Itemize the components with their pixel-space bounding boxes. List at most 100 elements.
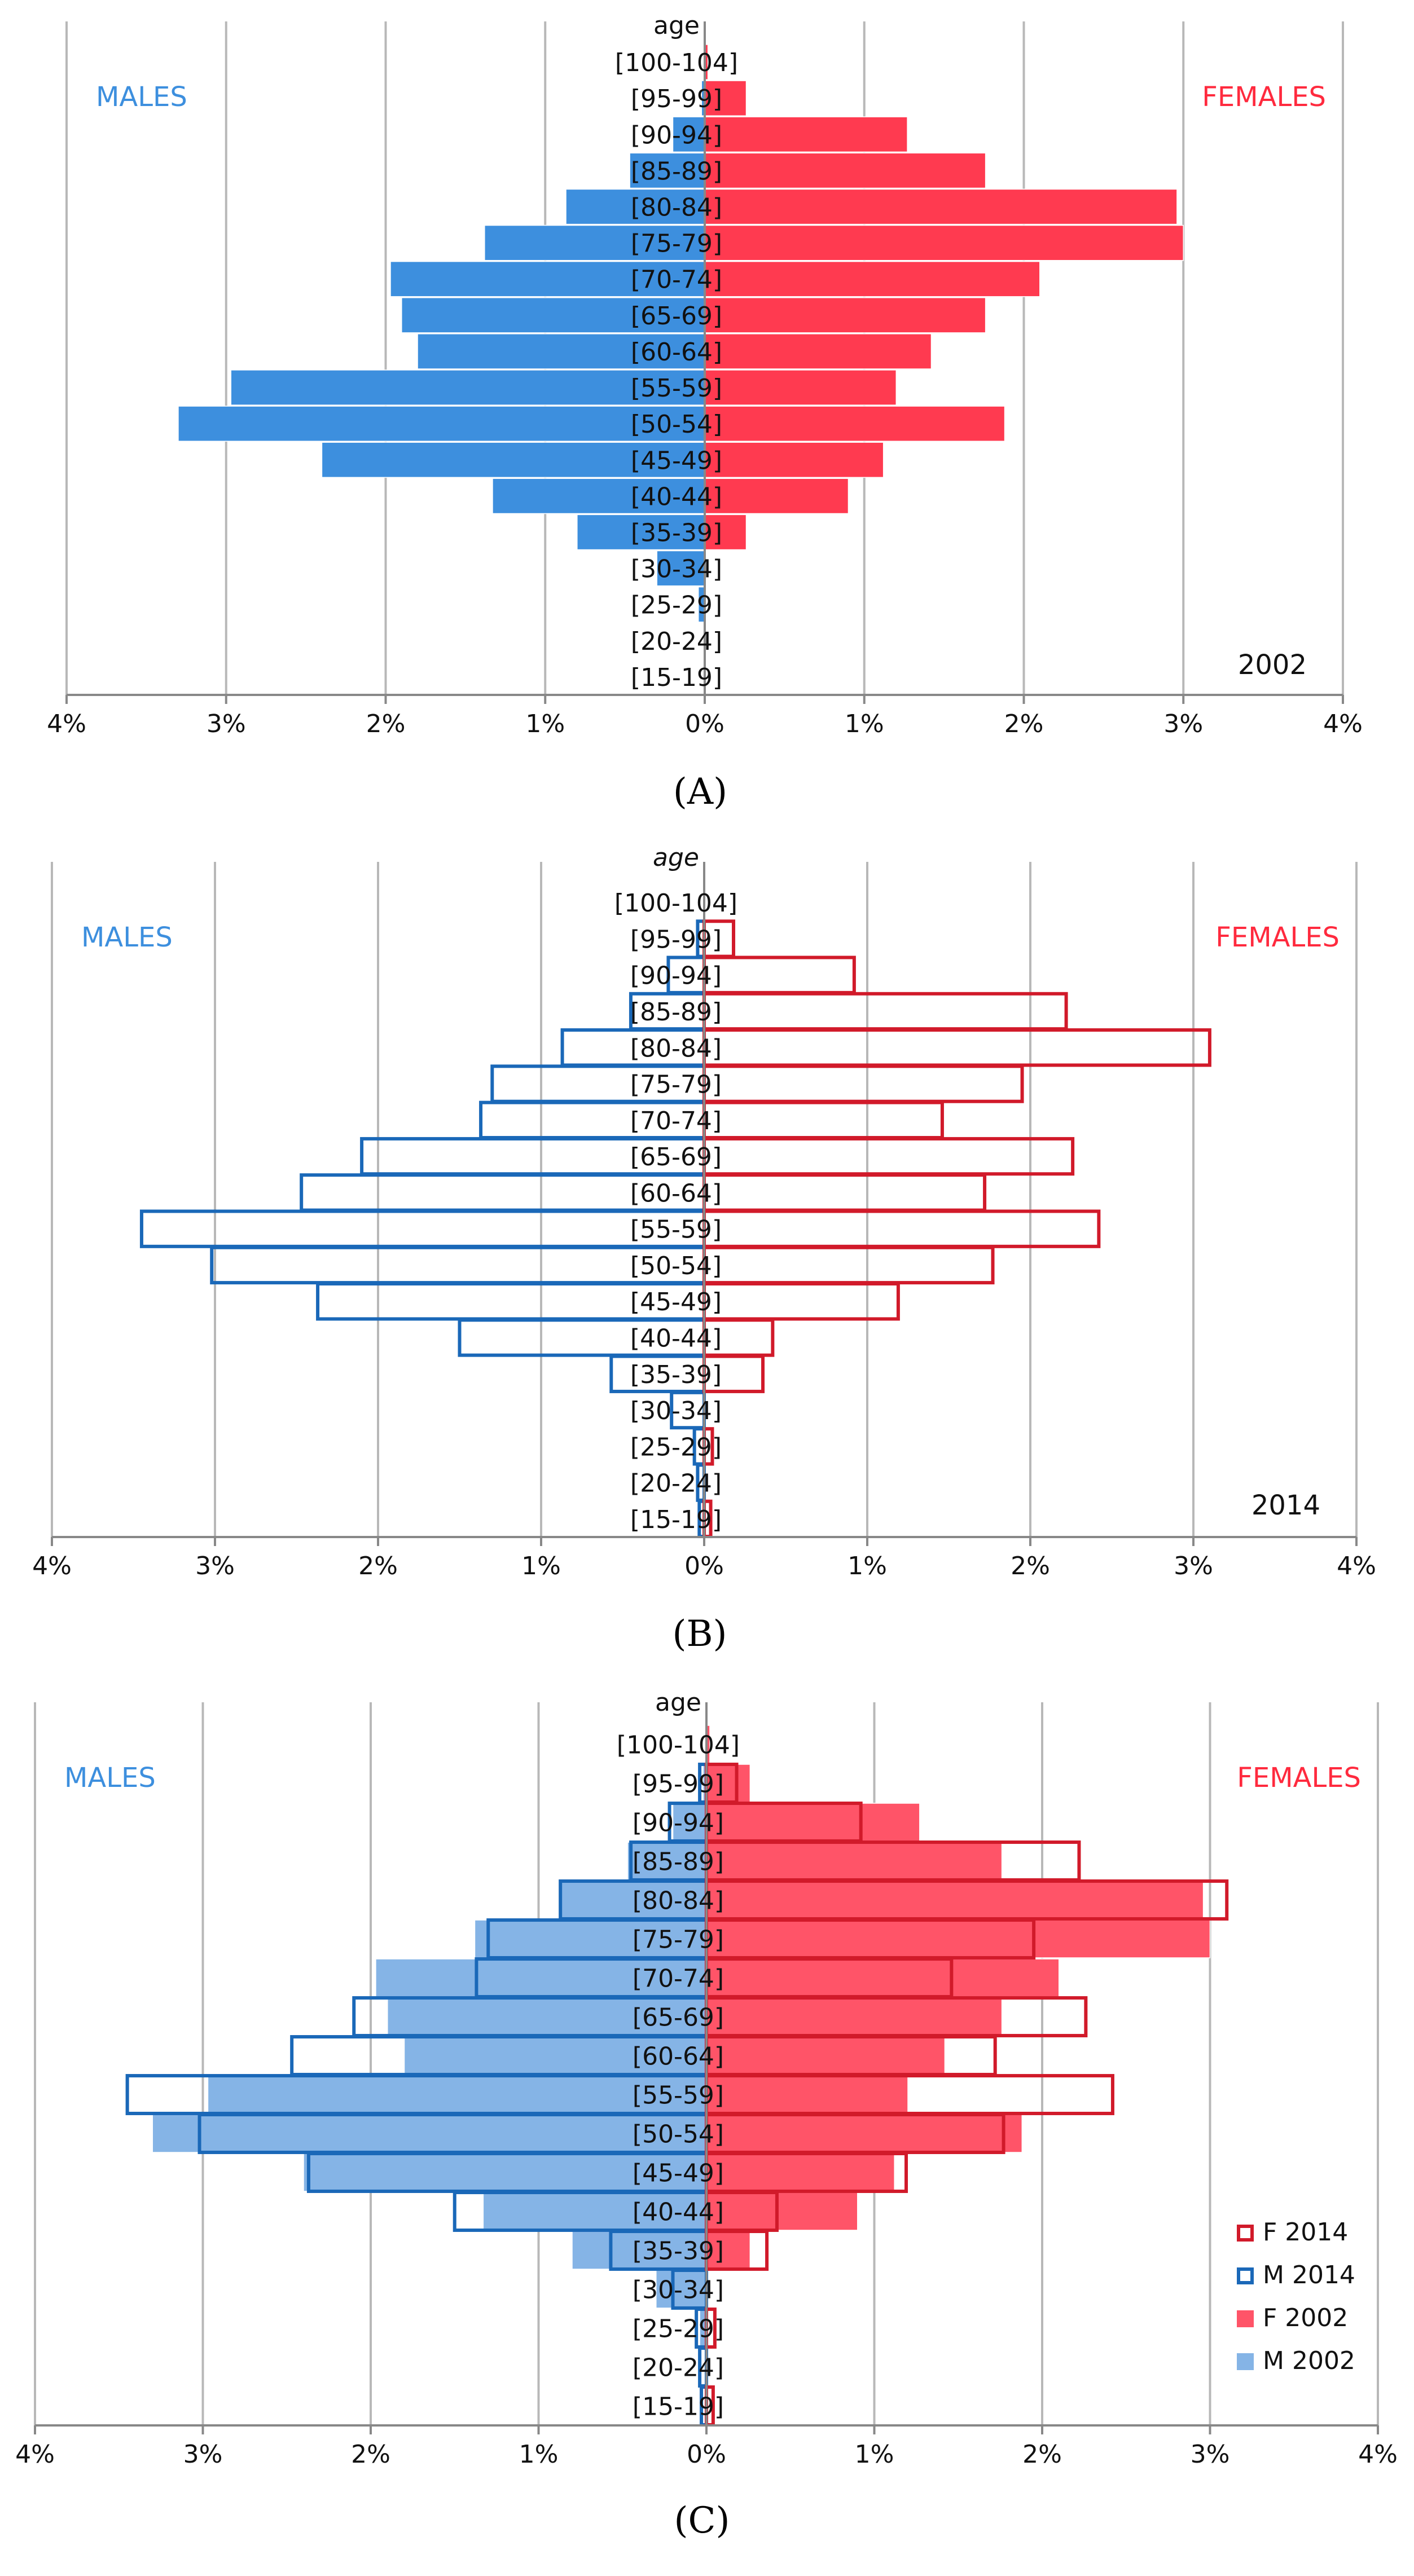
bars bbox=[178, 44, 1184, 623]
age-label: [40-44] bbox=[633, 2198, 724, 2227]
age-label: [85-89] bbox=[633, 1848, 724, 1877]
age-label: [80-84] bbox=[630, 1034, 722, 1063]
series-m-2002 bbox=[152, 1764, 707, 2348]
age-label: [30-34] bbox=[631, 555, 722, 584]
bar-m-2002-12 bbox=[492, 478, 705, 514]
panel-caption: (B) bbox=[673, 1613, 727, 1655]
females-label: FEMALES bbox=[1202, 81, 1326, 113]
x-ticks: 4% 3% 2% 1% 0% 1% 2% 3% 4% bbox=[32, 1537, 1376, 1580]
bar-f-2002-9 bbox=[704, 369, 897, 406]
bar-m-2002-11 bbox=[321, 442, 705, 478]
tick-label: 1% bbox=[525, 710, 565, 738]
age-label: [80-84] bbox=[631, 193, 722, 222]
axis-title-age: age bbox=[653, 11, 700, 40]
bar-f-2002-3 bbox=[706, 1842, 1003, 1881]
age-label: [20-24] bbox=[633, 2354, 724, 2383]
females-label: FEMALES bbox=[1215, 922, 1340, 953]
bar-m-2002-9 bbox=[230, 369, 705, 406]
age-label: [60-64] bbox=[633, 2042, 724, 2071]
bar-m-2002-12 bbox=[482, 2192, 707, 2231]
age-label: [100-104] bbox=[614, 889, 737, 918]
panel-B: 4% 3% 2% 1% 0% 1% 2% 3% 4% [100-104] [95-99] [90-94… bbox=[32, 843, 1376, 1655]
bar-f-2002-4 bbox=[706, 1881, 1204, 1919]
tick-label: 3% bbox=[183, 2440, 223, 2469]
legend: F 2014 M 2014 F 2002 M 2002 bbox=[1237, 2218, 1355, 2375]
age-label: [25-29] bbox=[633, 2315, 724, 2344]
age-label: [85-89] bbox=[631, 157, 722, 186]
age-label: [75-79] bbox=[631, 230, 722, 258]
bar-f-2014-5 bbox=[702, 1064, 1024, 1103]
age-label: [65-69] bbox=[630, 1143, 722, 1172]
tick-label: 2% bbox=[1011, 1552, 1050, 1580]
bar-f-2002-11 bbox=[706, 2153, 895, 2192]
age-label: [70-74] bbox=[633, 1965, 724, 1993]
panel-C: 4% 3% 2% 1% 0% 1% 2% 3% 4% [100-104] [95-99] [90-94… bbox=[15, 1688, 1398, 2542]
bar-m-2002-7 bbox=[387, 1997, 707, 2036]
age-label: [50-54] bbox=[633, 2120, 724, 2149]
x-ticks: 4% 3% 2% 1% 0% 1% 2% 3% 4% bbox=[47, 695, 1363, 738]
year-label: 2002 bbox=[1238, 649, 1307, 681]
series-f-2002 bbox=[704, 44, 1184, 551]
age-label: [80-84] bbox=[633, 1887, 724, 1916]
bar-f-2014-2 bbox=[702, 955, 856, 994]
tick-label: 4% bbox=[1323, 710, 1363, 738]
tick-label: 3% bbox=[1174, 1552, 1213, 1580]
tick-label: 0% bbox=[684, 1552, 724, 1580]
males-label: MALES bbox=[64, 1762, 156, 1794]
age-label: [30-34] bbox=[630, 1397, 722, 1425]
bar-f-2002-5 bbox=[704, 224, 1184, 261]
age-label: [15-19] bbox=[631, 663, 722, 692]
bar-m-2002-5 bbox=[474, 1919, 707, 1958]
age-label: [25-29] bbox=[631, 591, 722, 620]
bar-m-2014-9 bbox=[139, 1209, 706, 1248]
panel-A: 4% 3% 2% 1% 0% 1% 2% 3% 4% [100-104] [95-99] [90-94… bbox=[47, 11, 1363, 813]
bar-f-2002-8 bbox=[704, 333, 932, 369]
age-label: [55-59] bbox=[630, 1216, 722, 1244]
tick-label: 2% bbox=[1004, 710, 1044, 738]
age-label: [20-24] bbox=[630, 1469, 722, 1498]
bar-f-2002-10 bbox=[706, 2114, 1023, 2153]
bar-m-2002-8 bbox=[417, 333, 705, 369]
bar-m-2002-3 bbox=[627, 1842, 707, 1881]
age-label: [90-94] bbox=[631, 121, 722, 149]
bar-m-2002-9 bbox=[207, 2075, 707, 2114]
males-label: MALES bbox=[96, 81, 187, 113]
legend-label-f-2002: F 2002 bbox=[1263, 2304, 1348, 2332]
tick-label: 2% bbox=[366, 710, 406, 738]
series-f-2002 bbox=[706, 1725, 1211, 2270]
age-label: [75-79] bbox=[633, 1926, 724, 1954]
legend-swatch-f-2014 bbox=[1237, 2225, 1254, 2242]
bar-m-2002-13 bbox=[572, 2231, 707, 2270]
age-label: [65-69] bbox=[633, 2003, 724, 2032]
bar-f-2002-7 bbox=[706, 1997, 1003, 2036]
bar-f-2002-11 bbox=[704, 442, 884, 478]
bar-m-2002-13 bbox=[577, 514, 705, 551]
age-label: [35-39] bbox=[631, 519, 722, 548]
tick-label: 3% bbox=[1163, 710, 1203, 738]
bar-f-2014-7 bbox=[702, 1137, 1075, 1176]
bar-m-2002-2 bbox=[672, 116, 705, 153]
bar-f-2002-2 bbox=[706, 1803, 920, 1842]
tick-label: 3% bbox=[1191, 2440, 1230, 2469]
bar-f-2002-8 bbox=[706, 2036, 946, 2075]
bar-f-2002-7 bbox=[704, 297, 986, 333]
age-label: [70-74] bbox=[630, 1107, 722, 1135]
x-ticks: 4% 3% 2% 1% 0% 1% 2% 3% 4% bbox=[15, 2425, 1398, 2469]
series-m-2014 bbox=[139, 919, 706, 1539]
males-label: MALES bbox=[81, 922, 173, 953]
age-label: [15-19] bbox=[633, 2393, 724, 2421]
age-label: [100-104] bbox=[617, 1731, 740, 1760]
tick-label: 1% bbox=[519, 2440, 559, 2469]
bar-f-2002-13 bbox=[704, 514, 747, 551]
legend-label-m-2002: M 2002 bbox=[1263, 2346, 1355, 2375]
bar-f-2002-5 bbox=[706, 1919, 1211, 1958]
bar-f-2002-6 bbox=[706, 1958, 1060, 1997]
legend-swatch-m-2014 bbox=[1237, 2267, 1254, 2284]
age-label: [95-99] bbox=[630, 925, 722, 954]
panel-caption: (C) bbox=[674, 2500, 730, 2542]
tick-label: 1% bbox=[847, 1552, 887, 1580]
bar-f-2014-9 bbox=[702, 1209, 1101, 1248]
tick-label: 4% bbox=[32, 1552, 72, 1580]
bar-m-2002-4 bbox=[560, 1881, 707, 1919]
age-label: [40-44] bbox=[630, 1324, 722, 1353]
